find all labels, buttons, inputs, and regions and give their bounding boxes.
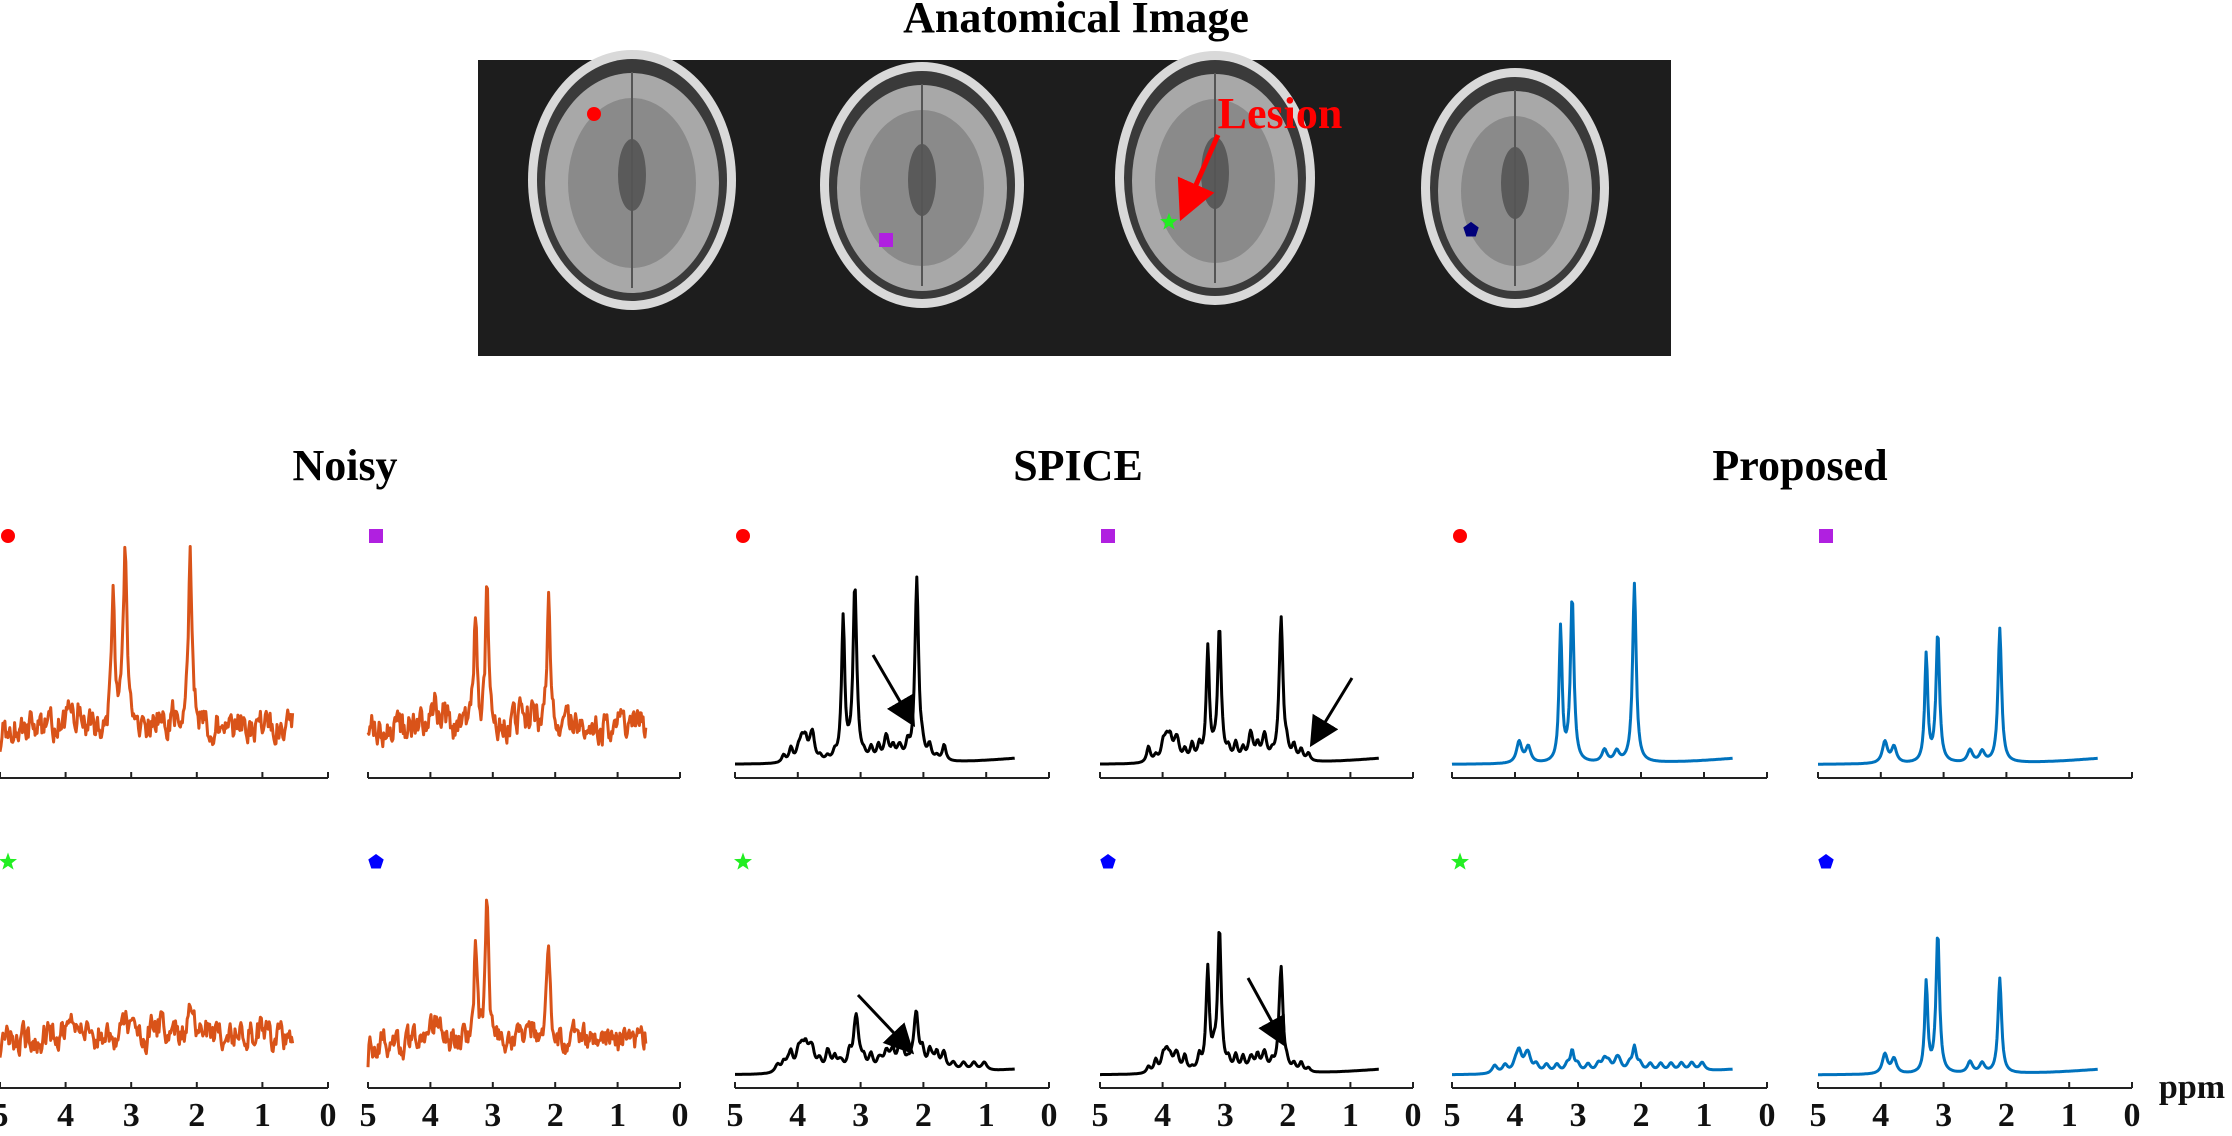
brain-slice	[1421, 68, 1609, 308]
star-marker-icon	[1451, 852, 1469, 870]
spectrum-panel	[0, 529, 329, 779]
spectrum-line	[1817, 626, 2099, 766]
spectrum-panel	[734, 529, 1050, 779]
spectrum-line	[366, 585, 648, 749]
x-tick-label: 0	[672, 1097, 689, 1134]
circle-marker-icon	[736, 529, 750, 543]
spectrum-panel: 5 4 3 2 1 0	[1810, 854, 2141, 1134]
x-tick-label: 3	[1570, 1097, 1587, 1134]
x-tick-label: 0	[1405, 1097, 1422, 1134]
pentagon-marker-icon	[1463, 221, 1479, 237]
pentagon-marker-icon	[368, 854, 384, 869]
star-marker-icon	[1160, 212, 1178, 230]
x-tick-label: 4	[57, 1097, 74, 1134]
spectrum-line	[366, 898, 648, 1068]
square-marker-icon	[879, 233, 893, 247]
x-tick-label: 0	[320, 1097, 337, 1134]
x-tick-label: 0	[1759, 1097, 1776, 1134]
square-marker-icon	[369, 529, 383, 543]
annotation-arrow	[1246, 977, 1286, 1048]
anatomical-image: Lesion	[478, 50, 1671, 356]
method-title-noisy: Noisy	[292, 441, 397, 490]
lesion-arrow	[1177, 133, 1221, 222]
spectrum-line	[1451, 581, 1734, 766]
circle-marker-icon	[1453, 529, 1467, 543]
x-tick-label: 4	[422, 1097, 439, 1134]
spectrum-panel	[1817, 529, 2133, 779]
x-tick-label: 2	[188, 1097, 205, 1134]
method-title-spice: SPICE	[1013, 441, 1143, 490]
spectrum-panel	[1451, 529, 1768, 779]
x-tick-label: 2	[1633, 1097, 1650, 1134]
x-tick-label: 1	[978, 1097, 995, 1134]
circle-marker-icon	[1, 529, 15, 543]
spectrum-line	[1099, 615, 1380, 766]
x-tick-label: 2	[1279, 1097, 1296, 1134]
x-tick-label: 3	[852, 1097, 869, 1134]
x-tick-label: 5	[0, 1097, 9, 1134]
square-marker-icon	[1819, 529, 1833, 543]
spectrum-panel	[1099, 529, 1414, 779]
x-tick-label: 2	[1998, 1097, 2015, 1134]
x-tick-label: 4	[1872, 1097, 1889, 1134]
x-tick-label: 3	[123, 1097, 140, 1134]
brain-slice	[820, 62, 1024, 308]
spectrum-panel: 5 4 3 2 1 0	[727, 852, 1058, 1134]
ppm-axis-label: ppm	[2159, 1069, 2225, 1106]
annotation-arrow	[871, 654, 916, 728]
x-tick-label: 4	[789, 1097, 806, 1134]
spectrum-line	[734, 1009, 1016, 1076]
pentagon-marker-icon	[1818, 854, 1834, 869]
x-tick-label: 4	[1154, 1097, 1171, 1134]
spectrum-line	[1099, 931, 1380, 1077]
annotation-arrow	[856, 993, 915, 1055]
star-marker-icon	[0, 852, 17, 870]
spectrum-line	[1817, 936, 2099, 1077]
spectrum-line	[0, 545, 295, 752]
x-tick-label: 5	[727, 1097, 744, 1134]
circle-marker-icon	[587, 107, 601, 121]
square-marker-icon	[1101, 529, 1115, 543]
spectrum-panel: 5 4 3 2 1 0	[360, 854, 689, 1134]
x-tick-label: 3	[1935, 1097, 1952, 1134]
spectrum-panel	[366, 529, 681, 779]
spectrum-panel: 5 4 3 2 1 0	[1092, 854, 1422, 1134]
anatomical-title: Anatomical Image	[903, 0, 1249, 42]
x-tick-label: 2	[915, 1097, 932, 1134]
x-tick-label: 0	[2124, 1097, 2141, 1134]
x-tick-label: 1	[609, 1097, 626, 1134]
star-marker-icon	[734, 852, 752, 870]
spectrum-line	[0, 1002, 295, 1058]
x-tick-label: 5	[1444, 1097, 1461, 1134]
x-tick-label: 5	[1810, 1097, 1827, 1134]
method-title-proposed: Proposed	[1712, 441, 1887, 490]
x-tick-label: 5	[360, 1097, 377, 1134]
x-tick-label: 5	[1092, 1097, 1109, 1134]
brain-slice	[1115, 51, 1315, 305]
pentagon-marker-icon	[1100, 854, 1116, 869]
x-tick-label: 4	[1507, 1097, 1524, 1134]
brain-slice	[528, 50, 736, 310]
spectrum-panel: 5 4 3 2 1 0	[0, 852, 337, 1134]
x-tick-label: 1	[1342, 1097, 1359, 1134]
x-tick-label: 2	[547, 1097, 564, 1134]
annotation-arrow	[1309, 677, 1354, 748]
x-tick-label: 1	[1696, 1097, 1713, 1134]
x-tick-label: 3	[484, 1097, 501, 1134]
spectrum-line	[734, 575, 1016, 766]
x-tick-label: 1	[2061, 1097, 2078, 1134]
x-tick-label: 0	[1041, 1097, 1058, 1134]
spectrum-panel: 5 4 3 2 1 0	[1444, 852, 1776, 1134]
x-tick-label: 3	[1217, 1097, 1234, 1134]
x-tick-label: 1	[254, 1097, 271, 1134]
spectrum-line	[1451, 1043, 1734, 1077]
lesion-label: Lesion	[1218, 89, 1343, 138]
